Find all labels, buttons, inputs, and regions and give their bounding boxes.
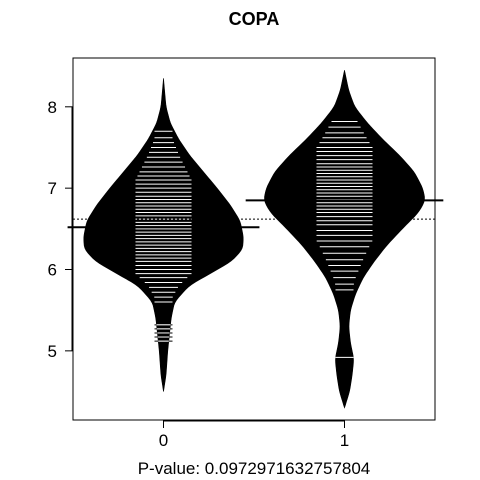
y-tick-label: 7 <box>48 179 57 198</box>
chart-title: COPA <box>229 9 280 29</box>
plot-area <box>67 70 444 409</box>
plot-frame <box>72 57 436 421</box>
x-axis-label: P-value: 0.0972971632757804 <box>138 459 371 478</box>
x-tick-label: 1 <box>340 431 349 450</box>
bean-1 <box>245 70 444 409</box>
x-tick-label: 0 <box>159 431 168 450</box>
bean-0 <box>67 78 260 392</box>
bean-density-shape <box>264 70 425 409</box>
y-tick-label: 8 <box>48 98 57 117</box>
y-axis: 5 6 7 8 <box>48 98 73 361</box>
y-tick-label: 6 <box>48 261 57 280</box>
y-tick-label: 5 <box>48 342 57 361</box>
